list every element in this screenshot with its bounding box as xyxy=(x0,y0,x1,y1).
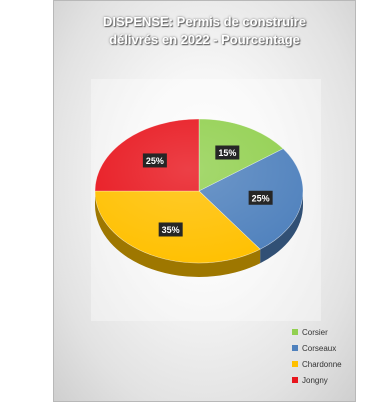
legend-label-chardonne: Chardonne xyxy=(302,359,342,369)
data-label-corsier: 15% xyxy=(215,145,240,160)
pie-side-corseaux xyxy=(260,191,303,264)
legend-item-corseaux: Corseaux xyxy=(292,340,354,356)
svg-text:25%: 25% xyxy=(252,193,270,203)
chart-frame: DISPENSE: Permis de construire délivrés … xyxy=(53,0,356,402)
legend-item-jongny: Jongny xyxy=(292,372,354,388)
svg-text:25%: 25% xyxy=(146,156,164,166)
legend-item-corsier: Corsier xyxy=(292,324,354,340)
legend-label-corsier: Corsier xyxy=(302,327,328,337)
data-label-corseaux: 25% xyxy=(248,190,273,205)
legend: Corsier Corseaux Chardonne Jongny xyxy=(292,324,354,388)
legend-label-corseaux: Corseaux xyxy=(302,343,337,353)
data-label-chardonne: 35% xyxy=(158,222,183,237)
chart-title-line-1: DISPENSE: Permis de construire xyxy=(102,14,306,29)
legend-swatch-corseaux xyxy=(292,345,298,351)
legend-swatch-chardonne xyxy=(292,361,298,367)
svg-text:15%: 15% xyxy=(218,148,236,158)
legend-item-chardonne: Chardonne xyxy=(292,356,354,372)
legend-swatch-corsier xyxy=(292,329,298,335)
chart-title-line-2: délivrés en 2022 - Pourcentage xyxy=(109,32,300,47)
pie-side-chardonne xyxy=(95,191,261,278)
pie-chart: 15% 25% 35% 25% xyxy=(94,118,304,278)
data-label-jongny: 25% xyxy=(142,153,167,168)
legend-label-jongny: Jongny xyxy=(302,375,328,385)
svg-text:35%: 35% xyxy=(162,225,180,235)
legend-swatch-jongny xyxy=(292,377,298,383)
chart-title: DISPENSE: Permis de construire délivrés … xyxy=(54,13,355,49)
